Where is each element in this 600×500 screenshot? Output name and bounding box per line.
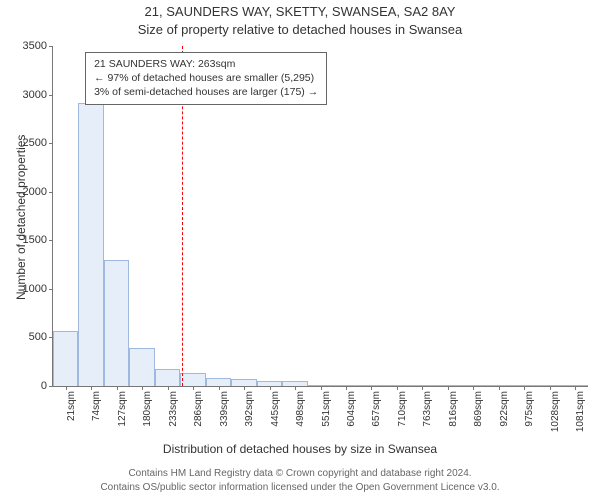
xtick-label: 1081sqm: [575, 386, 586, 432]
footer-copyright-2: Contains OS/public sector information li…: [0, 482, 600, 493]
xtick-mark: [397, 386, 398, 390]
xtick-mark: [524, 386, 525, 390]
xtick-label: 604sqm: [346, 386, 357, 427]
xtick-label: 869sqm: [473, 386, 484, 427]
ytick-label: 2500: [23, 137, 53, 149]
xtick-mark: [168, 386, 169, 390]
ytick-label: 1000: [23, 283, 53, 295]
xtick-mark: [422, 386, 423, 390]
xtick-mark: [321, 386, 322, 390]
xtick-label: 498sqm: [295, 386, 306, 427]
xtick-label: 816sqm: [448, 386, 459, 427]
histogram-bar: [129, 348, 154, 386]
info-box: 21 SAUNDERS WAY: 263sqm← 97% of detached…: [85, 52, 327, 105]
histogram-bar: [53, 331, 78, 386]
histogram-bar: [155, 369, 180, 386]
histogram-bar: [180, 373, 205, 386]
x-axis-label: Distribution of detached houses by size …: [0, 442, 600, 456]
ytick-label: 2000: [23, 186, 53, 198]
xtick-mark: [371, 386, 372, 390]
property-size-chart: 21, SAUNDERS WAY, SKETTY, SWANSEA, SA2 8…: [0, 0, 600, 500]
ytick-label: 1500: [23, 234, 53, 246]
histogram-bar: [78, 103, 103, 386]
xtick-label: 445sqm: [270, 386, 281, 427]
xtick-label: 551sqm: [321, 386, 332, 427]
info-line-2: ← 97% of detached houses are smaller (5,…: [94, 71, 318, 85]
footer-copyright-1: Contains HM Land Registry data © Crown c…: [0, 468, 600, 479]
xtick-mark: [448, 386, 449, 390]
xtick-mark: [295, 386, 296, 390]
ytick-label: 500: [29, 331, 53, 343]
xtick-mark: [66, 386, 67, 390]
xtick-label: 922sqm: [499, 386, 510, 427]
xtick-label: 392sqm: [244, 386, 255, 427]
xtick-label: 339sqm: [219, 386, 230, 427]
info-line-3: 3% of semi-detached houses are larger (1…: [94, 85, 318, 99]
xtick-mark: [142, 386, 143, 390]
xtick-mark: [473, 386, 474, 390]
xtick-mark: [193, 386, 194, 390]
xtick-label: 763sqm: [422, 386, 433, 427]
xtick-label: 657sqm: [371, 386, 382, 427]
histogram-bar: [104, 260, 129, 386]
y-axis-label: Number of detached properties: [14, 135, 28, 300]
xtick-label: 180sqm: [142, 386, 153, 427]
xtick-label: 21sqm: [66, 386, 77, 421]
ytick-label: 0: [41, 380, 53, 392]
histogram-bar: [206, 378, 231, 386]
xtick-mark: [499, 386, 500, 390]
xtick-mark: [346, 386, 347, 390]
xtick-mark: [91, 386, 92, 390]
xtick-label: 127sqm: [117, 386, 128, 427]
ytick-label: 3000: [23, 89, 53, 101]
xtick-mark: [270, 386, 271, 390]
info-line-1: 21 SAUNDERS WAY: 263sqm: [94, 57, 318, 71]
plot-area: 050010001500200025003000350021sqm74sqm12…: [52, 46, 588, 387]
chart-subtitle: Size of property relative to detached ho…: [0, 22, 600, 37]
xtick-label: 233sqm: [168, 386, 179, 427]
xtick-label: 74sqm: [91, 386, 102, 421]
xtick-mark: [244, 386, 245, 390]
xtick-mark: [117, 386, 118, 390]
xtick-label: 1028sqm: [550, 386, 561, 432]
xtick-label: 710sqm: [397, 386, 408, 427]
xtick-mark: [219, 386, 220, 390]
ytick-label: 3500: [23, 40, 53, 52]
histogram-bar: [231, 379, 256, 386]
xtick-label: 286sqm: [193, 386, 204, 427]
xtick-label: 975sqm: [524, 386, 535, 427]
xtick-mark: [575, 386, 576, 390]
chart-title-address: 21, SAUNDERS WAY, SKETTY, SWANSEA, SA2 8…: [0, 4, 600, 19]
xtick-mark: [550, 386, 551, 390]
